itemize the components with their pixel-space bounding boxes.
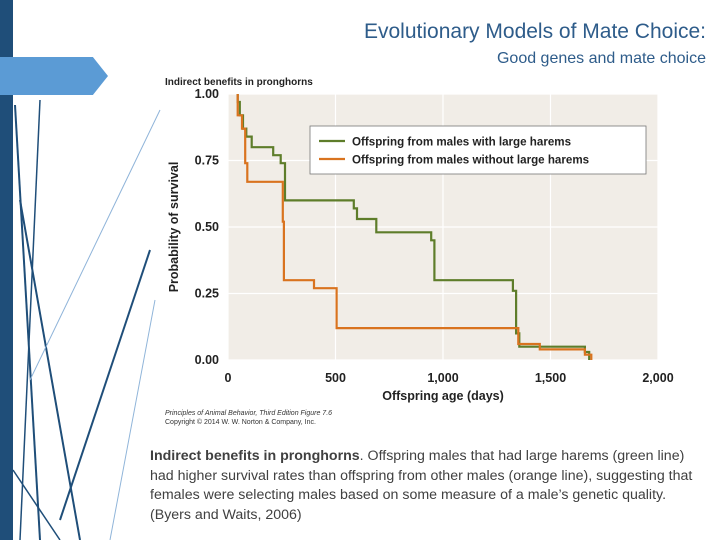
x-tick-label: 1,000 — [427, 371, 458, 385]
y-tick-label: 0.00 — [195, 353, 219, 367]
x-tick-label: 500 — [325, 371, 346, 385]
left-accent-band — [0, 0, 13, 540]
legend-box — [309, 125, 647, 175]
caption-text: . Offspring males that had large harems … — [150, 448, 693, 523]
y-tick-label: 0.50 — [195, 220, 219, 234]
caption-bold: Indirect benefits in pronghorns — [150, 448, 360, 464]
y-tick-label: 0.25 — [195, 287, 219, 301]
decorative-lines — [12, 99, 161, 540]
figure-caption: Indirect benefits in pronghorns. Offspri… — [150, 447, 698, 525]
figure-header: Indirect benefits in pronghorns — [165, 77, 313, 88]
legend-label: Offspring from males with large harems — [352, 136, 571, 149]
slide-subtitle: Good genes and mate choice — [496, 50, 706, 67]
figure-credit-line1: Principles of Animal Behavior, Third Edi… — [165, 410, 332, 417]
x-axis-label: Offspring age (days) — [382, 389, 504, 403]
legend-label: Offspring from males without large harem… — [352, 154, 589, 167]
x-tick-label: 2,000 — [642, 371, 673, 385]
series-line-without-large-harems — [236, 94, 593, 360]
figure-panel: 0.00 0.25 0.50 0.75 1.00 0 500 1,000 1,500 2,000 I… — [162, 74, 685, 429]
y-tick-label: 0.75 — [195, 154, 219, 168]
figure-credit-line2: Copyright © 2014 W. W. Norton & Company,… — [165, 418, 316, 426]
y-axis-label: Probability of survival — [167, 162, 181, 293]
x-tick-label: 1,500 — [535, 371, 566, 385]
title-tab-arrow — [0, 57, 108, 95]
slide-title: Evolutionary Models of Mate Choice: — [364, 20, 706, 43]
survival-chart: 0.00 0.25 0.50 0.75 1.00 0 500 1,000 1,500 2,000 I… — [165, 77, 674, 426]
x-tick-label: 0 — [225, 371, 232, 385]
y-tick-label: 1.00 — [195, 87, 219, 101]
